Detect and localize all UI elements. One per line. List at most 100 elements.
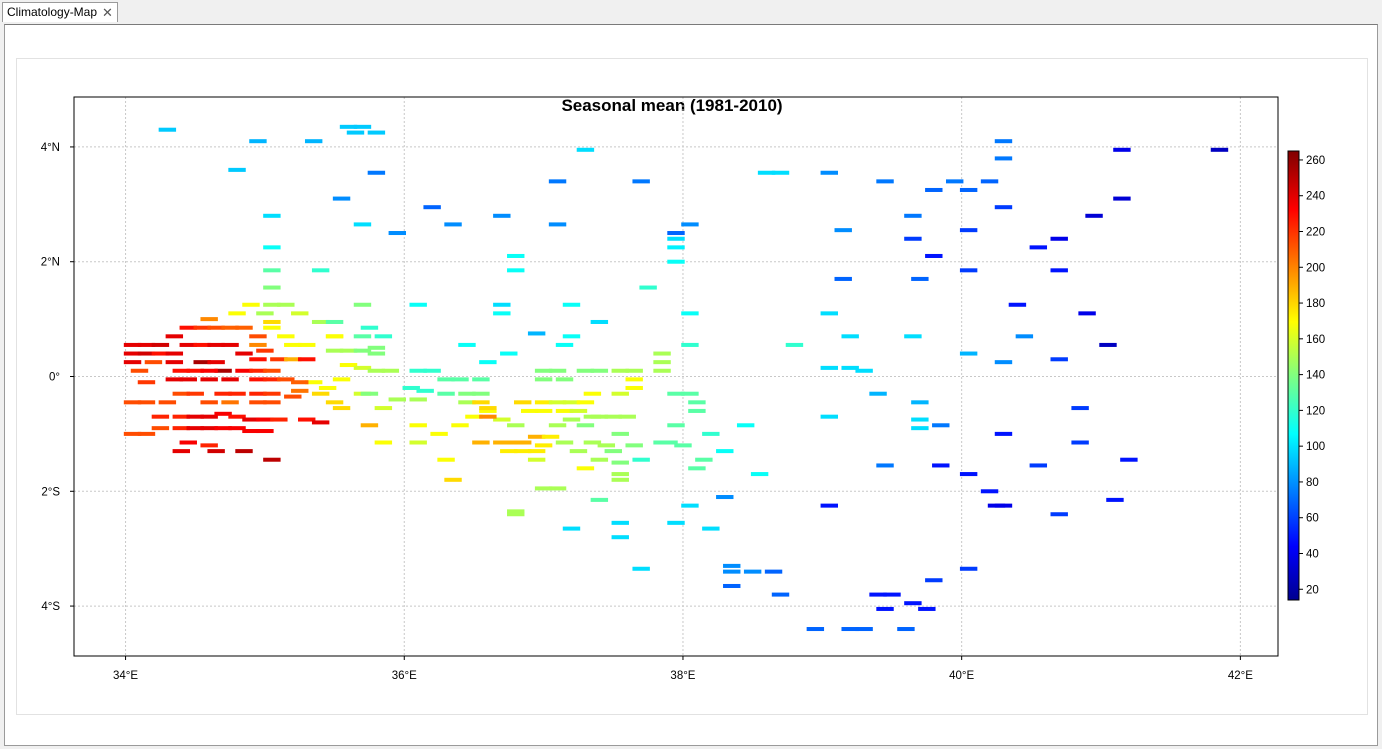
data-cell xyxy=(820,503,838,508)
data-cell xyxy=(423,368,441,373)
data-cell xyxy=(409,423,427,428)
data-cell xyxy=(179,377,197,382)
data-cell xyxy=(137,400,156,405)
data-cell xyxy=(548,222,567,227)
data-cell xyxy=(263,268,281,273)
data-cell xyxy=(144,360,163,365)
data-cell xyxy=(263,285,281,290)
data-cell xyxy=(263,400,281,405)
data-cell xyxy=(959,187,978,192)
data-cell xyxy=(444,222,462,227)
data-cell xyxy=(200,317,218,322)
data-cell xyxy=(869,592,887,597)
data-cell xyxy=(165,360,184,365)
data-cell xyxy=(555,440,574,445)
data-cell xyxy=(820,414,838,419)
data-cell xyxy=(193,342,211,347)
x-tick-label: 42°E xyxy=(1228,670,1253,682)
data-cell xyxy=(179,440,197,445)
data-cell xyxy=(820,311,838,316)
data-cell xyxy=(555,408,574,413)
x-tick-label: 36°E xyxy=(392,670,417,682)
data-cell xyxy=(423,205,441,210)
data-cell xyxy=(527,449,546,454)
data-cell xyxy=(625,443,643,448)
data-cell xyxy=(242,429,260,434)
data-cell xyxy=(402,385,420,390)
data-cell xyxy=(1071,406,1089,411)
data-cell xyxy=(256,348,274,353)
tab-label: Climatology-Map xyxy=(7,5,98,19)
data-cell xyxy=(228,167,246,172)
data-cell xyxy=(611,391,629,396)
data-cell xyxy=(994,205,1013,210)
data-cell xyxy=(207,449,225,454)
colorbar-tick-label: 160 xyxy=(1306,334,1325,346)
data-cell xyxy=(507,423,525,428)
data-cell xyxy=(214,368,232,373)
data-cell xyxy=(1050,236,1068,241)
data-cell xyxy=(137,342,156,347)
data-cell xyxy=(493,302,511,307)
data-cell xyxy=(534,400,553,405)
data-cell xyxy=(681,222,699,227)
data-cell xyxy=(534,486,553,491)
data-cell xyxy=(193,360,211,365)
data-cell xyxy=(876,463,894,468)
data-cell xyxy=(632,179,650,184)
data-cell xyxy=(284,394,302,399)
data-cell xyxy=(263,319,281,324)
data-cell xyxy=(625,377,643,382)
data-cell xyxy=(611,477,629,482)
data-cell xyxy=(165,334,184,339)
data-cell xyxy=(353,302,372,307)
data-cell xyxy=(507,253,525,258)
data-cell xyxy=(534,377,553,382)
data-cell xyxy=(311,319,330,324)
data-cell xyxy=(994,360,1013,365)
data-cell xyxy=(1120,457,1138,462)
data-cell xyxy=(186,368,204,373)
data-cell xyxy=(270,417,288,422)
data-cell xyxy=(702,431,720,436)
data-cell xyxy=(841,334,859,339)
x-axis: 34°E 36°E 38°E 40°E 42°E xyxy=(113,656,1253,682)
data-cell xyxy=(723,569,741,574)
data-cell xyxy=(249,368,267,373)
data-cell xyxy=(681,311,699,316)
data-cell xyxy=(841,365,859,370)
data-cell xyxy=(667,245,685,250)
data-cell xyxy=(200,377,218,382)
data-cell xyxy=(527,331,546,336)
data-cell xyxy=(527,434,546,439)
data-cell xyxy=(527,457,546,462)
data-cell xyxy=(137,351,156,356)
data-cell xyxy=(228,391,246,396)
data-cell xyxy=(869,391,887,396)
data-cell xyxy=(186,391,204,396)
data-cell xyxy=(736,423,755,428)
data-cell xyxy=(855,627,873,632)
data-cell xyxy=(172,449,191,454)
data-cell xyxy=(409,440,427,445)
data-cell xyxy=(590,457,609,462)
data-cell xyxy=(172,414,191,419)
close-icon[interactable]: ✕ xyxy=(102,4,113,20)
data-cell xyxy=(904,213,922,218)
data-cell xyxy=(479,406,497,411)
data-cell xyxy=(716,495,734,500)
data-cell xyxy=(959,228,978,233)
y-tick-label: 2°S xyxy=(41,486,60,498)
data-cell xyxy=(667,520,685,525)
data-cell xyxy=(235,325,253,330)
data-cell xyxy=(228,414,246,419)
data-cell xyxy=(932,463,950,468)
data-cell xyxy=(548,179,567,184)
data-cell xyxy=(221,342,239,347)
data-cell xyxy=(479,360,497,365)
data-cell xyxy=(228,311,246,316)
data-cell xyxy=(959,351,978,356)
data-cell xyxy=(263,391,281,396)
data-cell xyxy=(562,526,581,531)
tab-climatology-map[interactable]: Climatology-Map ✕ xyxy=(2,2,118,22)
